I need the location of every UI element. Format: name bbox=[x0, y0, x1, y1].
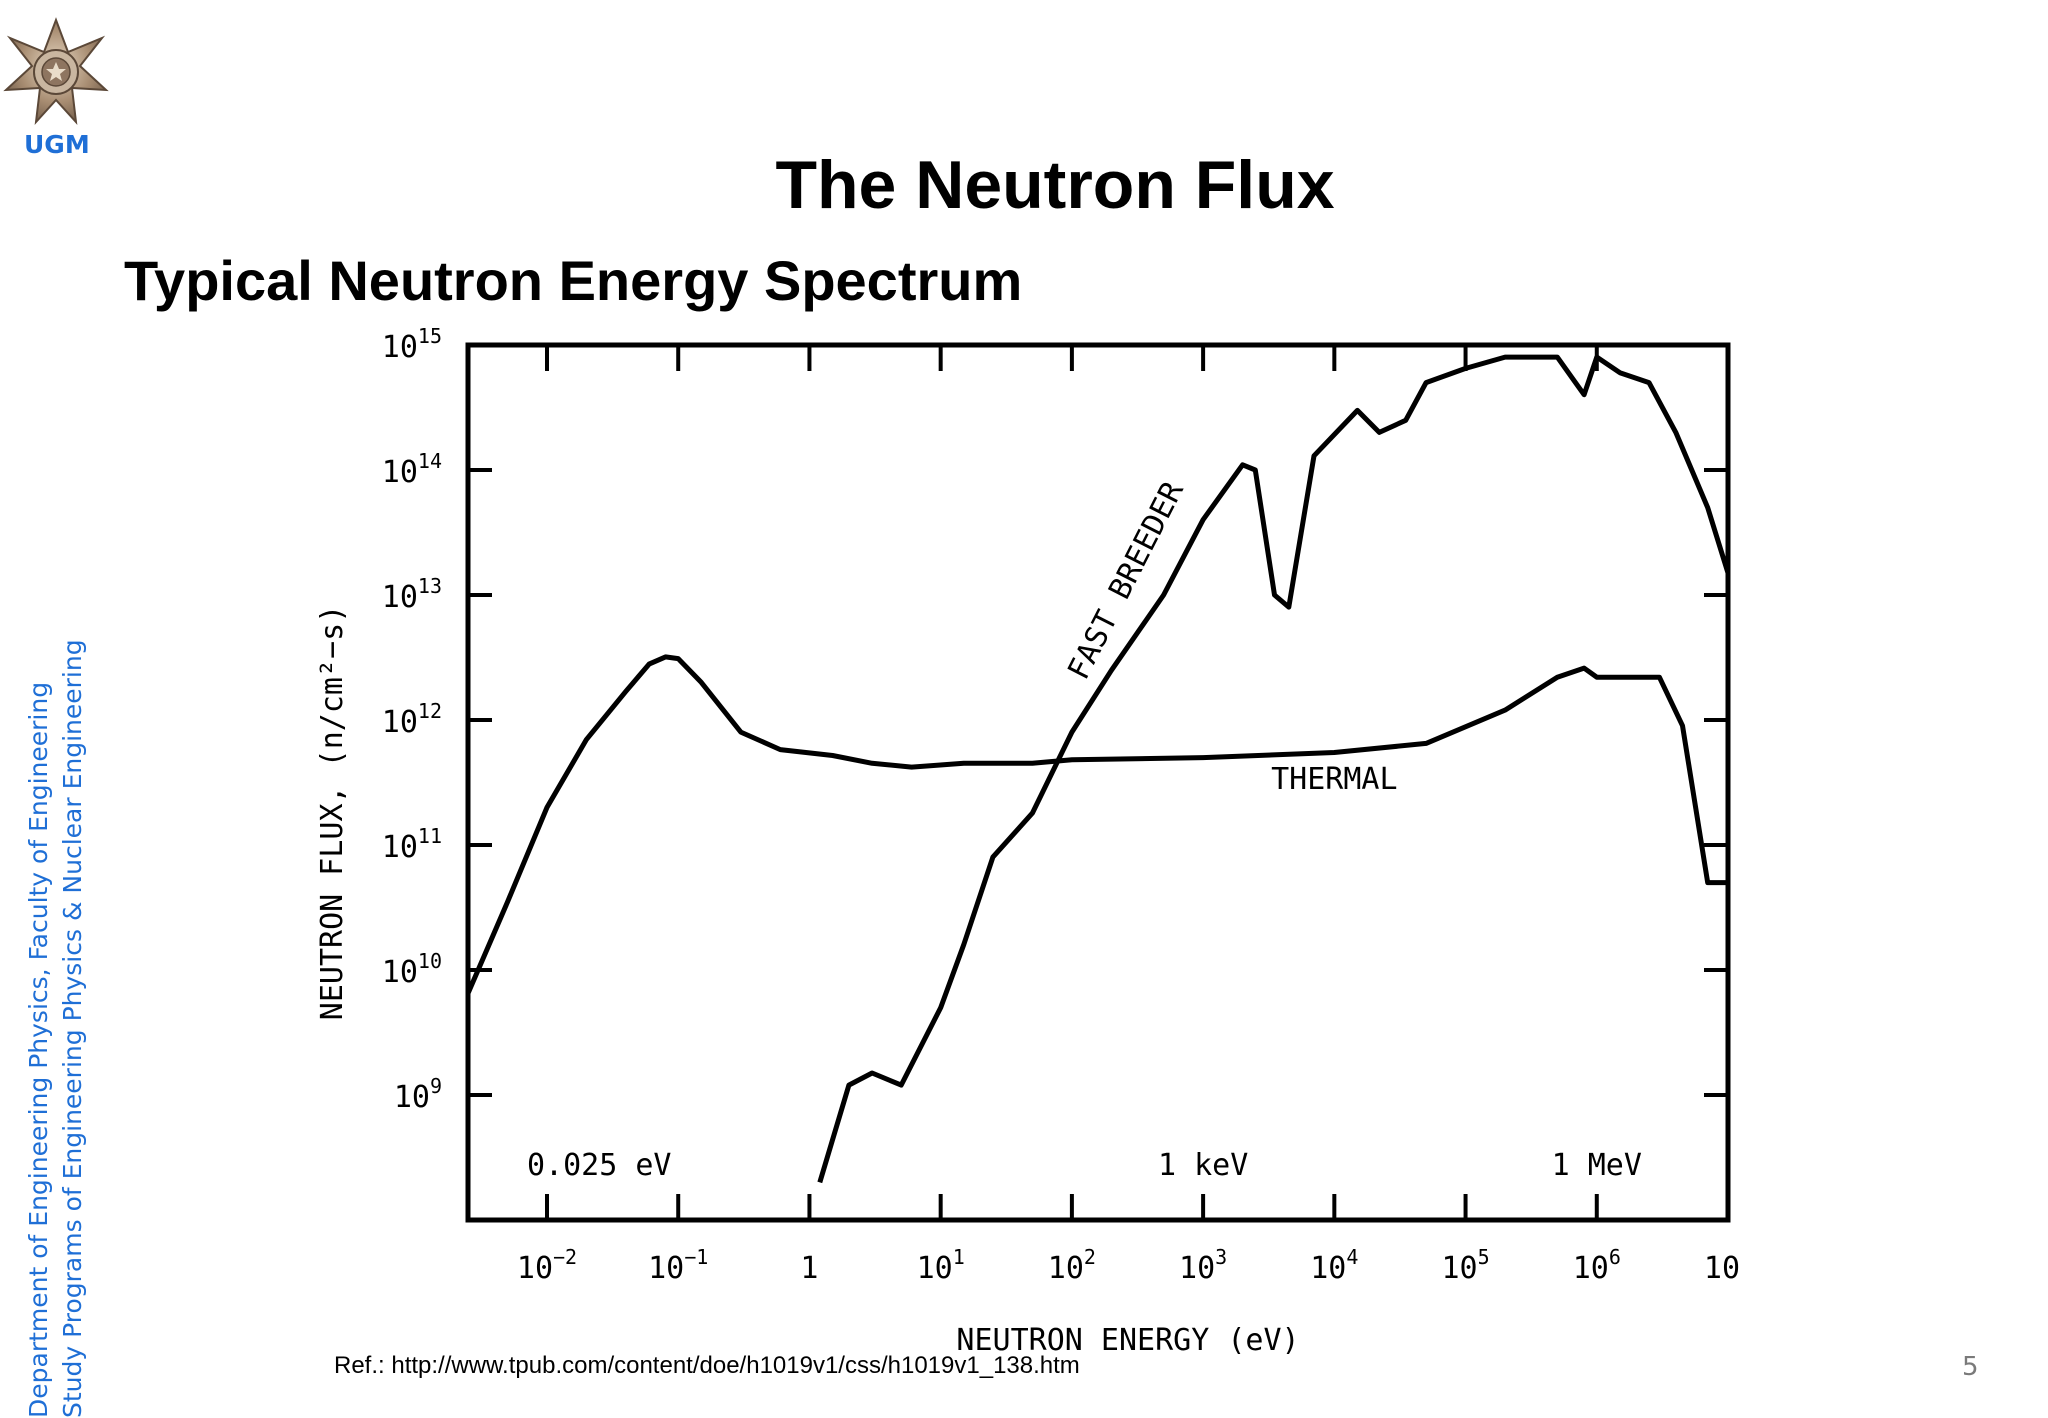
y-axis-label: NEUTRON FLUX, (n/cm²−s) bbox=[315, 605, 350, 1020]
department-sidebar: Department of Engineering Physics, Facul… bbox=[22, 639, 90, 1418]
page-subtitle: Typical Neutron Energy Spectrum bbox=[124, 249, 1023, 312]
x-tick-label: 105 bbox=[1441, 1245, 1489, 1286]
series-line-fast-breeder bbox=[817, 354, 1728, 1184]
reference-link[interactable]: Ref.: http://www.tpub.com/content/doe/h1… bbox=[334, 1352, 1080, 1379]
y-tick-label: 1012 bbox=[382, 699, 442, 740]
y-tick-label: 1013 bbox=[382, 574, 442, 615]
chart-annotation: 1 MeV bbox=[1552, 1148, 1642, 1183]
chart-annotation: THERMAL bbox=[1271, 762, 1397, 797]
y-tick-label: 109 bbox=[394, 1074, 442, 1115]
page-number: 5 bbox=[1962, 1352, 1979, 1382]
y-tick-label: 1010 bbox=[382, 949, 442, 990]
department-line: Department of Engineering Physics, Facul… bbox=[24, 681, 53, 1418]
plot-frame bbox=[465, 342, 1731, 1223]
ugm-logo-text: UGM bbox=[24, 130, 90, 159]
x-axis-label: NEUTRON ENERGY (eV) bbox=[956, 1323, 1299, 1358]
chart-annotation: 1 keV bbox=[1158, 1148, 1248, 1183]
x-tick-label: 103 bbox=[1179, 1245, 1227, 1286]
x-tick-label: 10−1 bbox=[648, 1245, 708, 1286]
x-tick-label: 102 bbox=[1048, 1245, 1096, 1286]
x-tick-label: 107 bbox=[1704, 1245, 1740, 1286]
x-tick-label: 10−2 bbox=[517, 1245, 577, 1286]
ugm-seal-icon bbox=[0, 10, 112, 130]
series-line-thermal bbox=[468, 654, 1728, 995]
x-tick-label: 104 bbox=[1310, 1245, 1358, 1286]
neutron-spectrum-chart: 10−2 10−1 1 101 102 103 104 105 106 107 109 1010 101… bbox=[315, 324, 1740, 1358]
y-tick-label: 1015 bbox=[382, 324, 442, 365]
program-line: Study Programs of Engineering Physics & … bbox=[58, 639, 87, 1418]
page-title: The Neutron Flux bbox=[775, 147, 1335, 223]
x-tick-label: 1 bbox=[800, 1251, 818, 1286]
x-tick-label: 101 bbox=[917, 1245, 965, 1286]
x-tick-label: 106 bbox=[1573, 1245, 1621, 1286]
y-tick-label: 1014 bbox=[382, 449, 442, 490]
y-tick-label: 1011 bbox=[382, 824, 442, 865]
chart-annotation: 0.025 eV bbox=[527, 1148, 672, 1183]
